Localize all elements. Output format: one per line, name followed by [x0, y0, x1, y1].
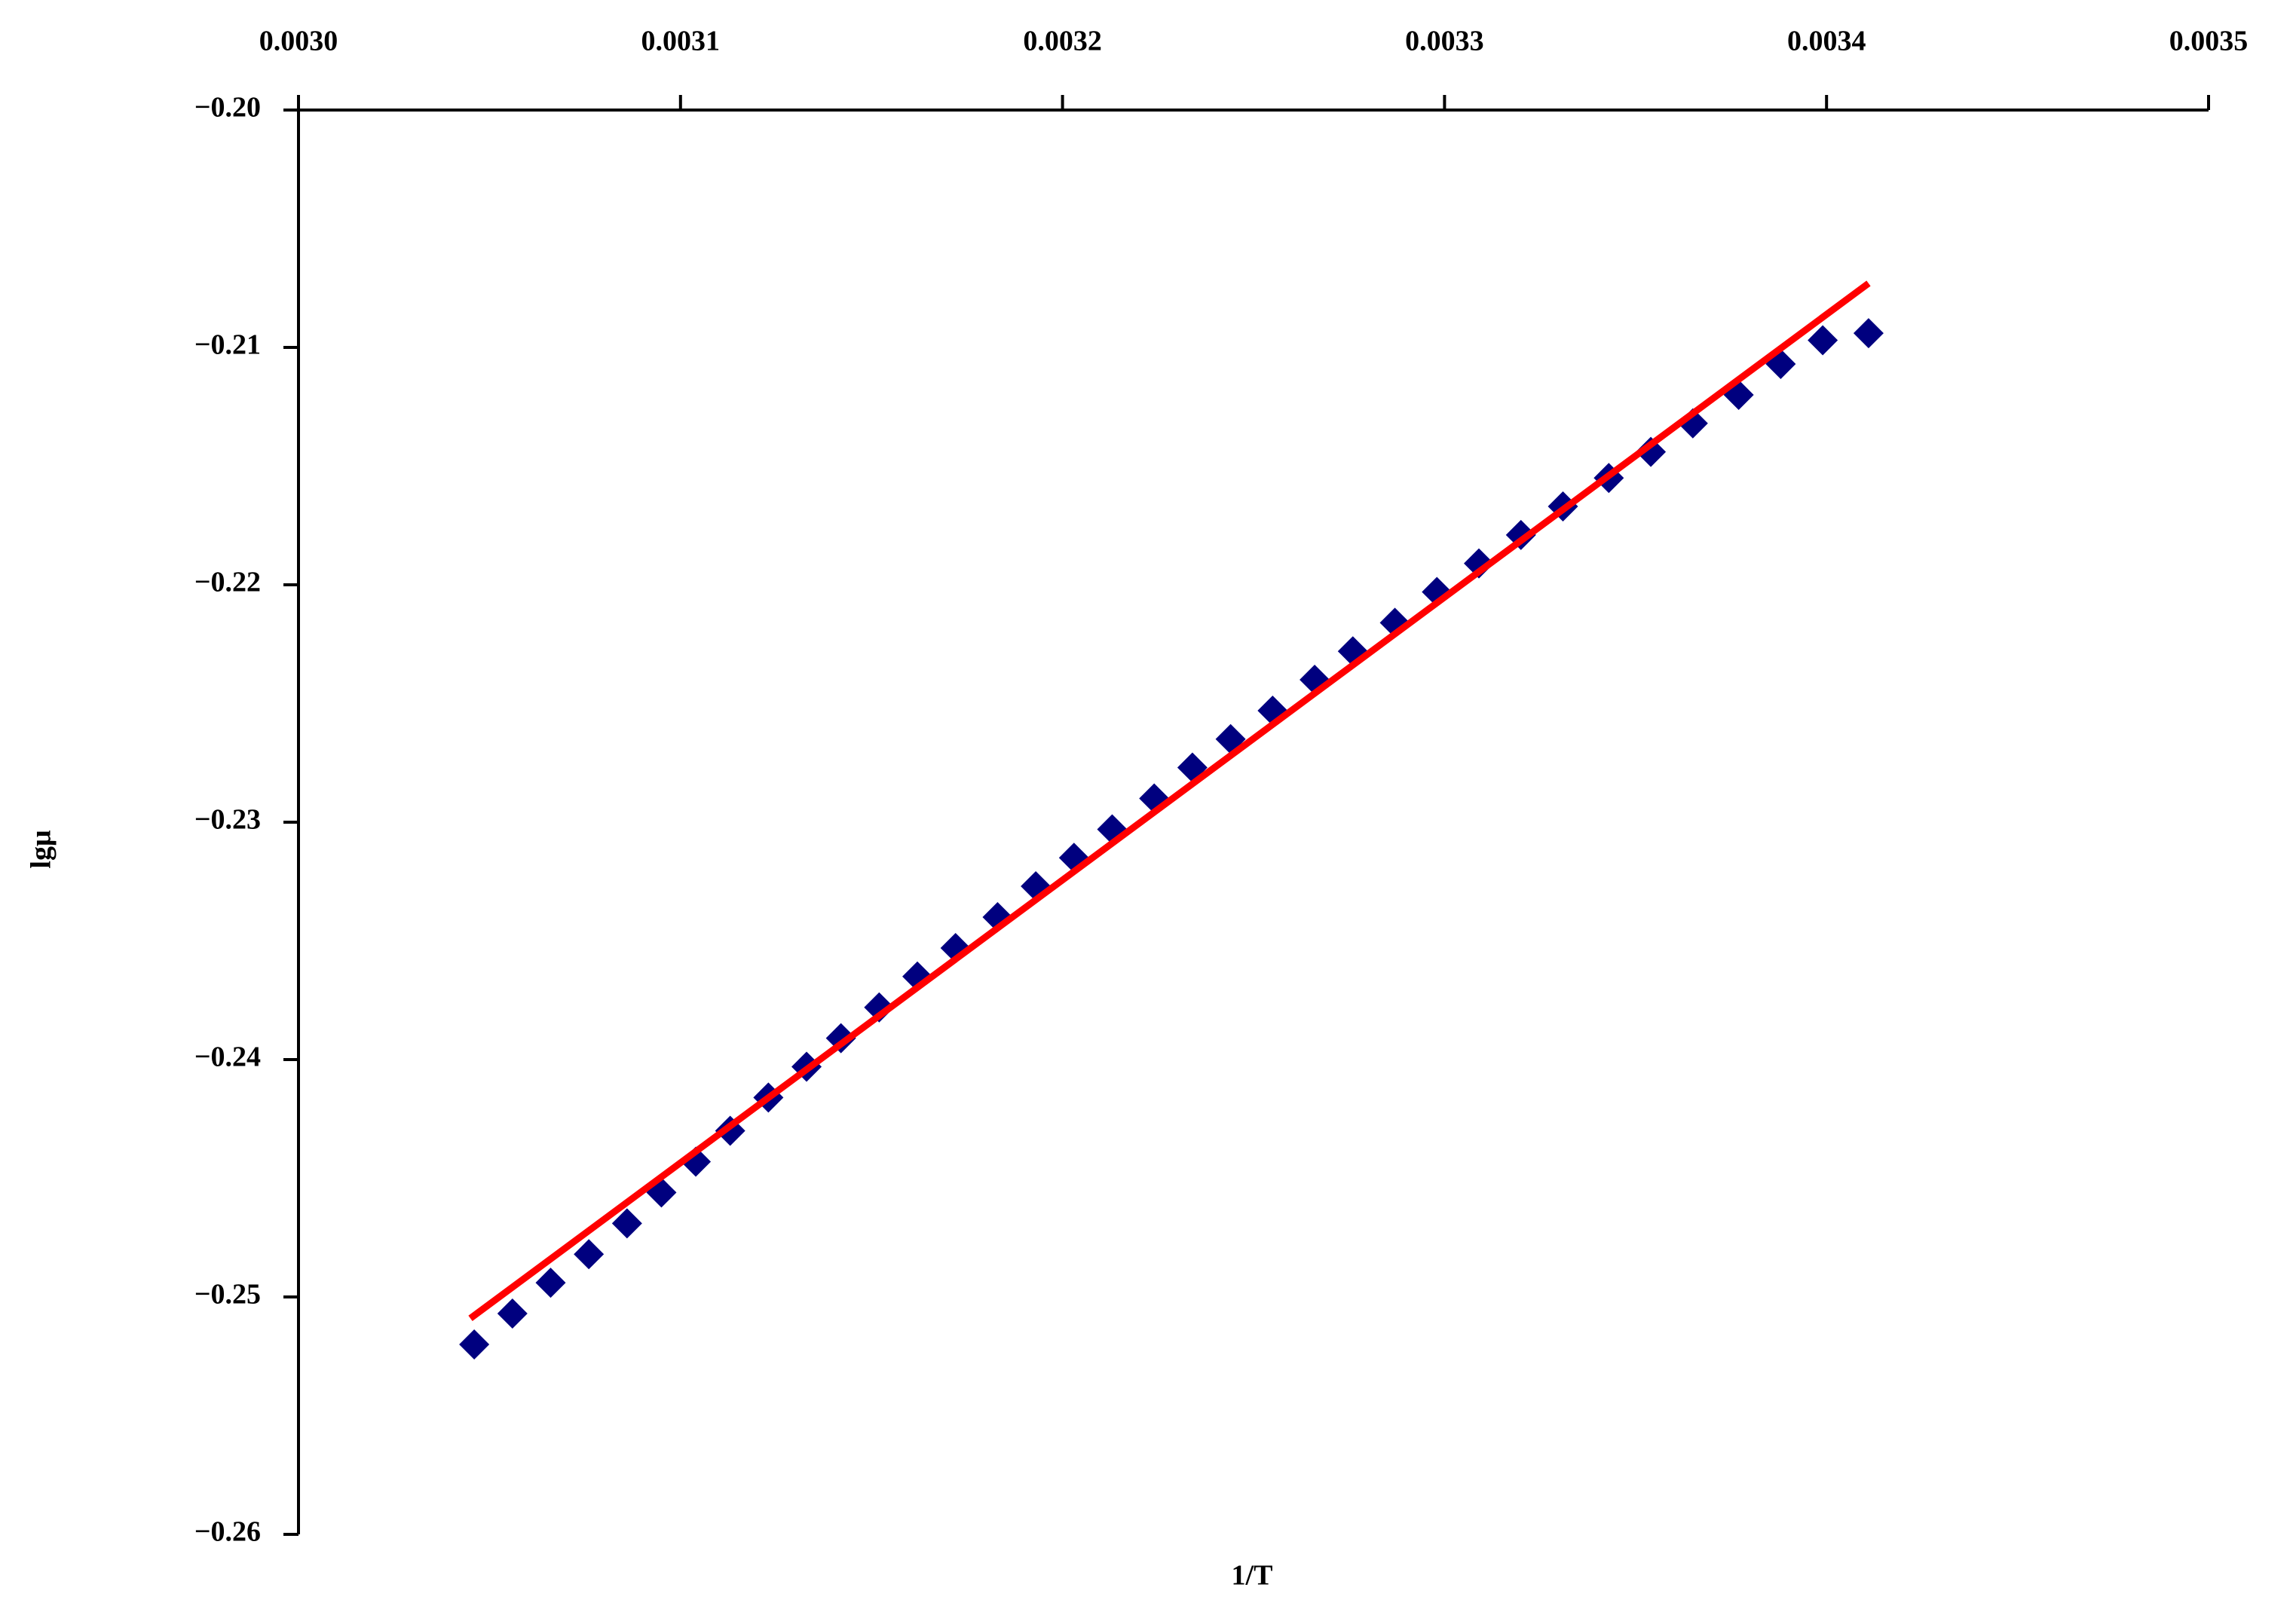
data-point	[497, 1298, 528, 1329]
data-point	[864, 992, 895, 1023]
y-tick-label: −0.26	[194, 1516, 261, 1548]
data-point	[1853, 318, 1884, 349]
y-tick-label: −0.24	[194, 1041, 261, 1073]
x-tick-label: 0.0031	[641, 26, 721, 57]
data-point	[459, 1329, 490, 1360]
y-tick-label: −0.25	[194, 1279, 261, 1311]
x-tick-label: 0.0035	[2169, 26, 2249, 57]
y-axis-label: lgμ	[26, 830, 57, 869]
y-tick-label: −0.21	[194, 329, 261, 361]
x-tick-label: 0.0033	[1405, 26, 1484, 57]
data-point	[535, 1268, 566, 1298]
x-axis-label: 1/T	[1232, 1560, 1273, 1592]
data-point	[1177, 752, 1208, 783]
x-tick-label: 0.0032	[1023, 26, 1102, 57]
trend-line	[468, 280, 1871, 1321]
data-point	[611, 1208, 642, 1239]
data-point	[1636, 436, 1667, 467]
y-tick-label: −0.22	[194, 567, 261, 598]
x-tick-label: 0.0030	[259, 26, 338, 57]
x-tick-label: 0.0034	[1787, 26, 1866, 57]
data-point	[574, 1239, 605, 1270]
y-tick-label: −0.23	[194, 804, 261, 836]
data-point	[1464, 548, 1495, 579]
y-tick-label: −0.20	[194, 92, 261, 124]
data-point	[1808, 325, 1838, 356]
